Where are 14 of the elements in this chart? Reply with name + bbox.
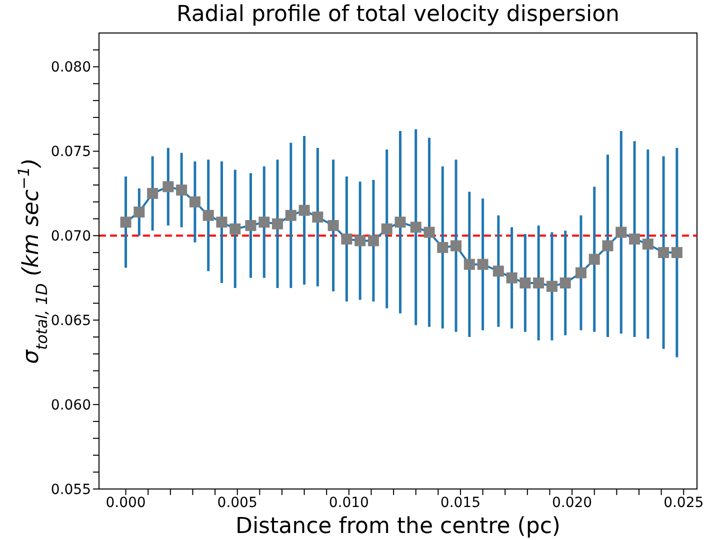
x-tick-label: 0.000 bbox=[106, 494, 146, 511]
x-tick-label: 0.005 bbox=[217, 494, 258, 511]
y-tick-label: 0.075 bbox=[50, 144, 91, 160]
y-tick-label: 0.055 bbox=[50, 482, 91, 498]
y-tick-label: 0.060 bbox=[50, 398, 91, 414]
x-tick-label: 0.025 bbox=[664, 494, 704, 511]
y-tick-label: 0.070 bbox=[50, 228, 91, 245]
x-tick-label: 0.020 bbox=[552, 494, 592, 511]
x-tick-label: 0.015 bbox=[440, 494, 481, 511]
x-axis-title: Distance from the centre (pc) bbox=[236, 514, 560, 539]
y-tick-label: 0.065 bbox=[50, 313, 91, 330]
x-tick-label: 0.010 bbox=[328, 494, 369, 511]
y-tick-label: 0.080 bbox=[50, 60, 91, 76]
chart-title: Radial profile of total velocity dispersion bbox=[176, 2, 620, 27]
